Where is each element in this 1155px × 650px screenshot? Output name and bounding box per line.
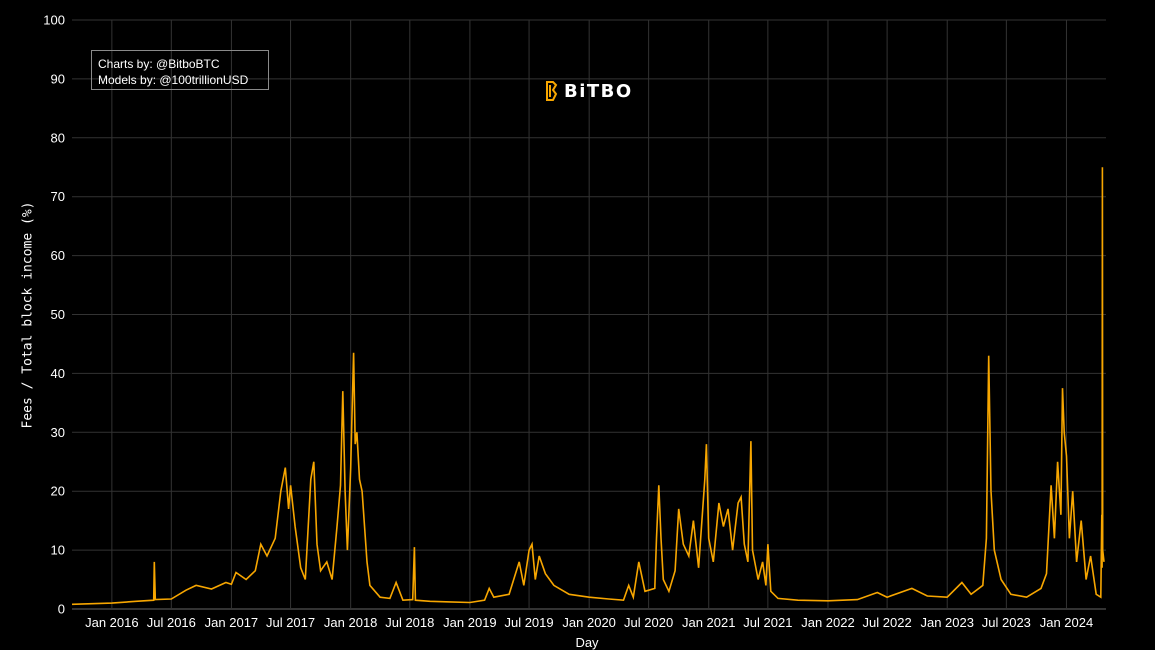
x-tick-label: Jan 2018 xyxy=(324,615,378,630)
x-tick-label: Jul 2017 xyxy=(266,615,315,630)
credits-line-models: Models by: @100trillionUSD xyxy=(98,73,249,87)
x-tick-label: Jul 2023 xyxy=(982,615,1031,630)
x-tick-label: Jul 2021 xyxy=(743,615,792,630)
x-tick-label: Jan 2021 xyxy=(682,615,736,630)
x-tick-label: Jan 2020 xyxy=(562,615,616,630)
x-tick-label: Jul 2016 xyxy=(147,615,196,630)
y-tick-label: 60 xyxy=(51,248,65,263)
x-tick-label: Jan 2017 xyxy=(205,615,259,630)
bitbo-logo: BiTBO xyxy=(544,80,633,102)
y-tick-label: 100 xyxy=(43,13,65,28)
y-tick-label: 90 xyxy=(51,71,65,86)
x-axis-label: Day xyxy=(575,635,599,650)
y-tick-label: 20 xyxy=(51,484,65,499)
x-tick-label: Jul 2022 xyxy=(863,615,912,630)
x-tick-label: Jan 2024 xyxy=(1040,615,1094,630)
y-tick-label: 30 xyxy=(51,425,65,440)
bitbo-logo-icon xyxy=(546,81,558,101)
y-tick-labels: 0 10 20 30 40 50 60 70 80 90 100 xyxy=(43,13,65,617)
y-tick-label: 80 xyxy=(51,130,65,145)
x-tick-label: Jan 2019 xyxy=(443,615,497,630)
y-tick-label: 0 xyxy=(58,602,65,617)
x-tick-labels: Jan 2016 Jul 2016 Jan 2017 Jul 2017 Jan 2018… xyxy=(85,615,1093,630)
x-tick-label: Jul 2020 xyxy=(624,615,673,630)
x-tick-label: Jan 2022 xyxy=(801,615,855,630)
y-tick-label: 50 xyxy=(51,307,65,322)
x-tick-label: Jan 2023 xyxy=(920,615,974,630)
y-tick-label: 10 xyxy=(51,543,65,558)
series-line xyxy=(71,167,1105,606)
y-tick-label: 40 xyxy=(51,366,65,381)
logo-text: BiTBO xyxy=(564,80,633,102)
x-tick-label: Jul 2019 xyxy=(504,615,553,630)
credits-box: Charts by: @BitboBTC Models by: @100tril… xyxy=(91,50,269,90)
x-tick-label: Jan 2016 xyxy=(85,615,139,630)
gridlines xyxy=(72,19,1106,610)
y-axis-label: Fees / Total block income (%) xyxy=(20,201,36,429)
x-tick-label: Jul 2018 xyxy=(385,615,434,630)
credits-line-charts: Charts by: @BitboBTC xyxy=(98,57,220,71)
y-tick-label: 70 xyxy=(51,189,65,204)
